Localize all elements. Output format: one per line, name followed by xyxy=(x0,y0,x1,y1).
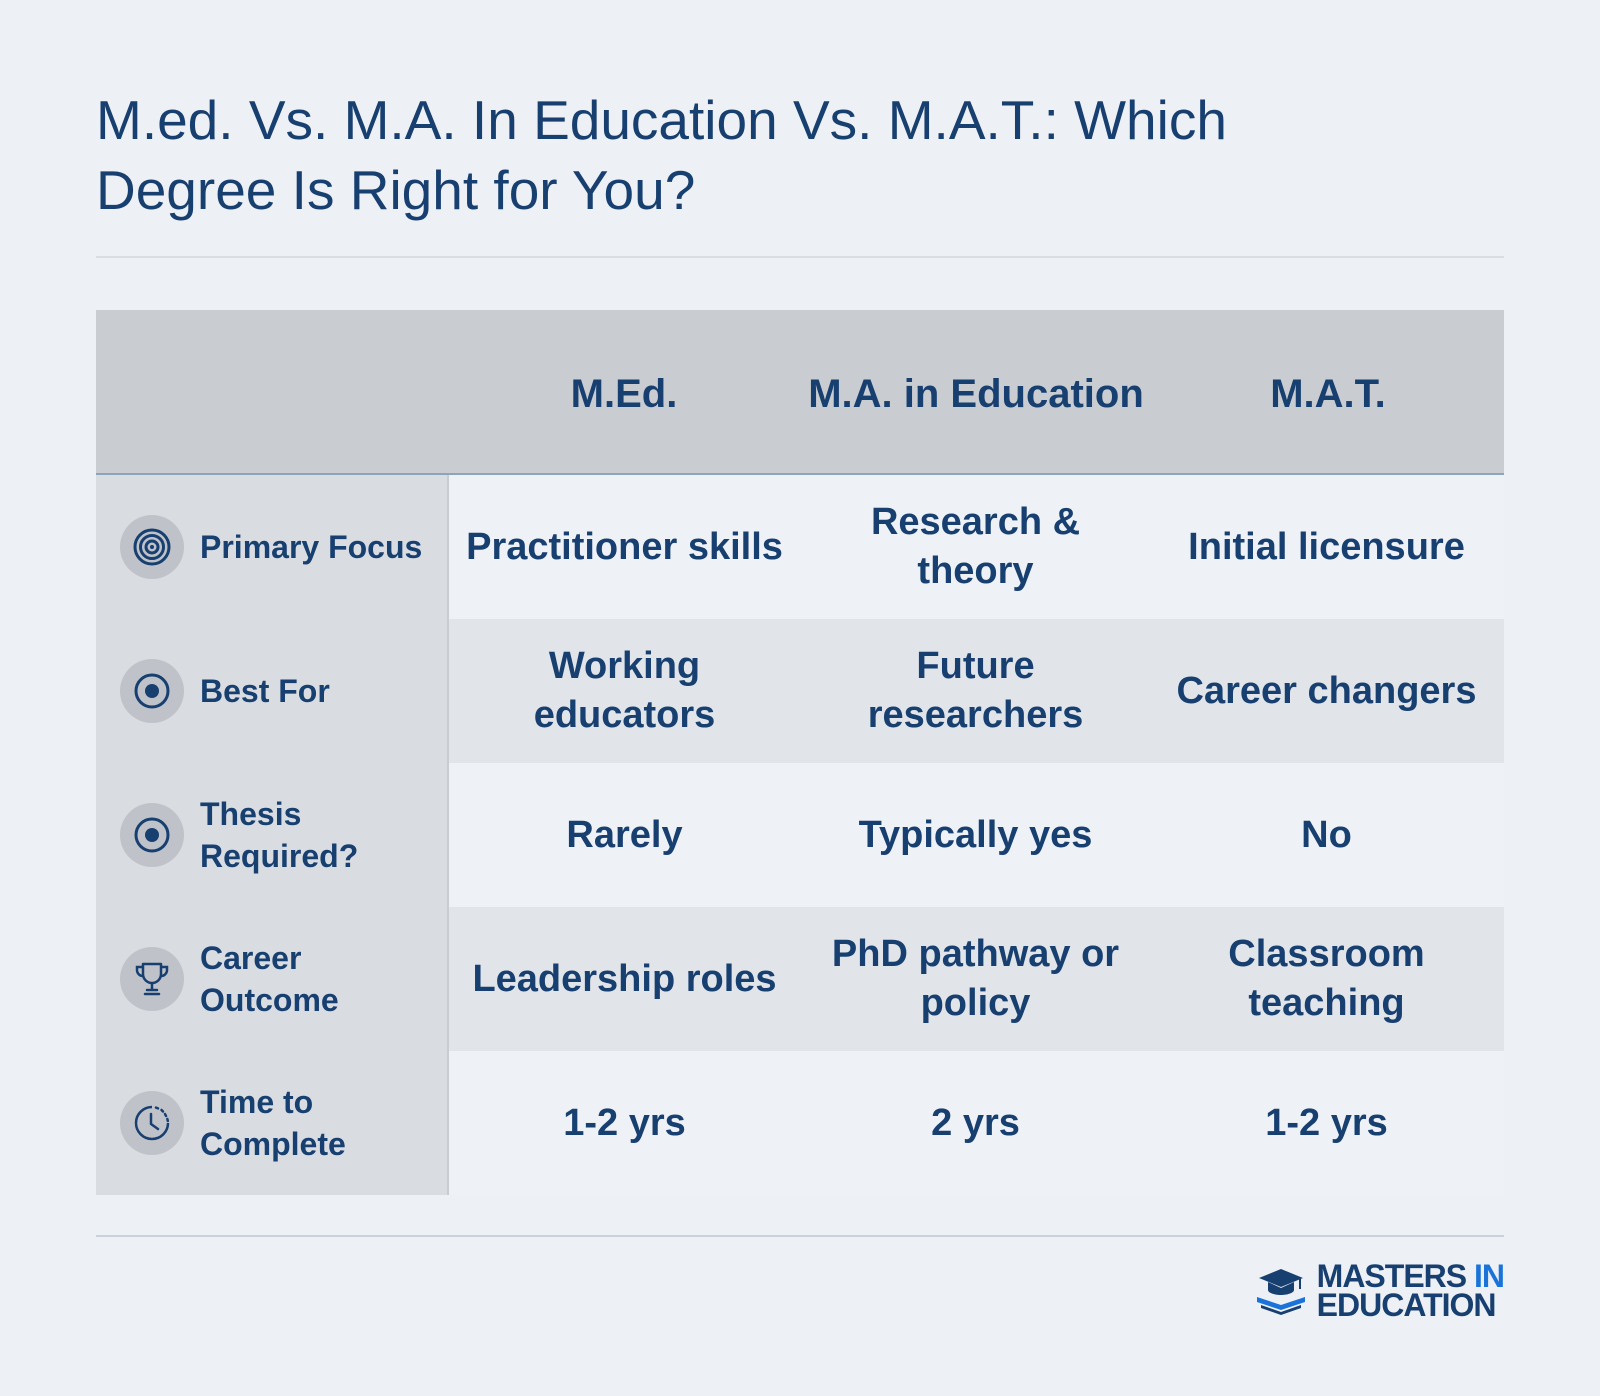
table-row: Primary Focus Practitioner skills Resear… xyxy=(96,475,1504,619)
row-label: Best For xyxy=(96,619,449,763)
table-cell: No xyxy=(1301,813,1352,856)
table-cell: Leadership roles xyxy=(472,957,777,1000)
graduation-cap-icon xyxy=(1256,1269,1305,1315)
page-title: M.ed. Vs. M.A. In Education Vs. M.A.T.: … xyxy=(96,89,1227,221)
row-label: Career Outcome xyxy=(96,907,449,1051)
target-icon xyxy=(120,515,184,579)
table-cell: Future researchers xyxy=(867,645,1084,736)
table-cell: PhD pathway or policy xyxy=(831,933,1120,1024)
table-row: Thesis Required? Rarely Typically yes No xyxy=(96,763,1504,907)
table-row: Best For Working educators Future resear… xyxy=(96,619,1504,763)
row-label: Thesis Required? xyxy=(96,763,449,907)
row-label: Primary Focus xyxy=(96,475,449,619)
row-label-text: Time to Complete xyxy=(200,1084,346,1162)
row-label: Time to Complete xyxy=(96,1051,449,1195)
row-label-text: Primary Focus xyxy=(200,529,423,565)
table-cell: Working educators xyxy=(533,645,716,736)
table-cell: Career changers xyxy=(1176,669,1477,712)
table-cell: 2 yrs xyxy=(931,1101,1020,1144)
table-row: Time to Complete 1-2 yrs 2 yrs 1-2 yrs xyxy=(96,1051,1504,1195)
logo-text: MASTERS IN EDUCATION xyxy=(1316,1258,1505,1323)
table-cell: Classroom teaching xyxy=(1228,933,1425,1024)
table-cell: Rarely xyxy=(566,813,683,856)
clock-icon xyxy=(120,1091,184,1155)
column-header-ma: M.A. in Education xyxy=(808,371,1144,416)
table-cell: Practitioner skills xyxy=(466,525,783,568)
table-cell: Research & theory xyxy=(870,501,1081,592)
radio-dot-icon xyxy=(120,659,184,723)
table-cell: 1-2 yrs xyxy=(563,1101,686,1144)
header-corner xyxy=(96,310,448,473)
divider xyxy=(96,1235,1504,1237)
table-cell: Typically yes xyxy=(858,813,1093,856)
row-label-text: Thesis Required? xyxy=(200,796,359,874)
column-header-med: M.Ed. xyxy=(570,371,678,416)
row-label-text: Best For xyxy=(200,673,330,709)
table-row: Career Outcome Leadership roles PhD path… xyxy=(96,907,1504,1051)
table-cell: Initial licensure xyxy=(1188,525,1465,568)
column-header-mat: M.A.T. xyxy=(1270,371,1386,416)
row-label-text: Career Outcome xyxy=(200,940,339,1018)
divider xyxy=(96,256,1504,258)
table-header: M.Ed. M.A. in Education M.A.T. xyxy=(96,310,1504,475)
brand-logo: MASTERS IN EDUCATION xyxy=(1253,1258,1505,1323)
comparison-table: M.Ed. M.A. in Education M.A.T. Primary F… xyxy=(96,310,1504,1195)
radio-dot-icon xyxy=(120,803,184,867)
trophy-icon xyxy=(120,947,184,1011)
table-cell: 1-2 yrs xyxy=(1265,1101,1388,1144)
